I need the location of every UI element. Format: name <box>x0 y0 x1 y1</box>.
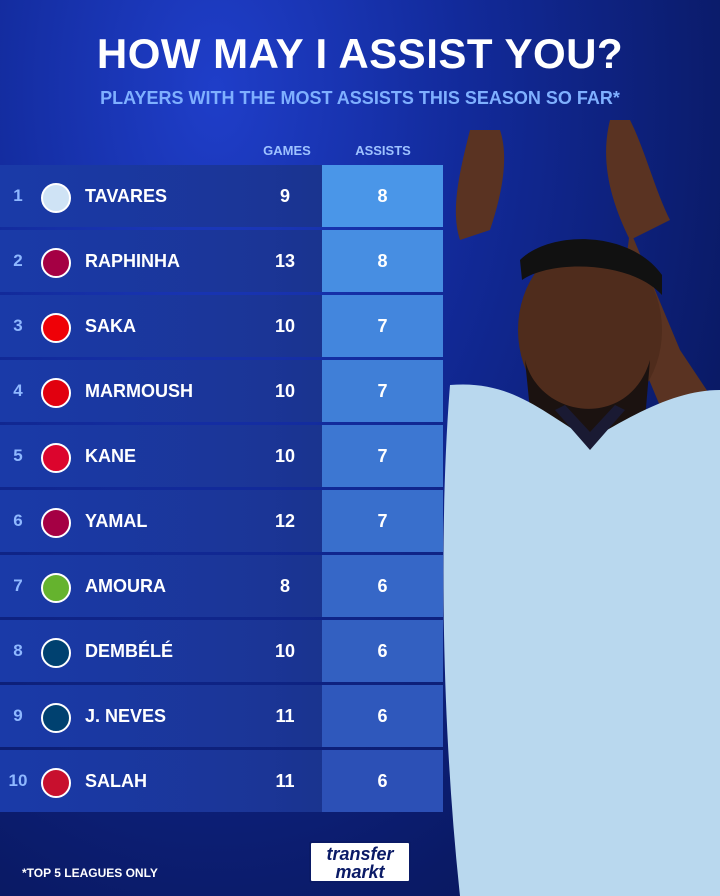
player-name: J. NEVES <box>85 706 167 726</box>
assists: 7 <box>377 381 388 401</box>
table-row: 9 J. NEVES 11 6 <box>0 685 443 747</box>
assists: 6 <box>377 771 388 791</box>
column-header: ASSISTS <box>355 143 411 158</box>
player-name: RAPHINHA <box>85 251 181 271</box>
club-logo <box>41 183 71 213</box>
rank: 9 <box>13 706 23 725</box>
assists-cell <box>322 685 443 747</box>
club-logo <box>41 508 71 538</box>
brand-text: transfer <box>326 844 394 864</box>
subtitle: PLAYERS WITH THE MOST ASSISTS THIS SEASO… <box>100 88 620 108</box>
rank: 6 <box>13 511 23 530</box>
assists-cell <box>322 490 443 552</box>
assists: 7 <box>377 446 388 466</box>
games: 10 <box>274 316 296 336</box>
column-header: GAMES <box>263 143 311 158</box>
brand-text: markt <box>335 862 385 882</box>
brand-logo: transfer markt <box>309 841 411 883</box>
club-logo <box>41 378 71 408</box>
rank: 3 <box>13 316 23 335</box>
table-row: 2 RAPHINHA 13 8 <box>0 230 443 292</box>
player-name: YAMAL <box>85 511 148 531</box>
rank: 1 <box>13 186 23 205</box>
club-logo <box>41 443 71 473</box>
club-logo <box>41 573 71 603</box>
club-logo <box>41 703 71 733</box>
table: 1 TAVARES 9 8 2 RAPHINHA 13 8 3 SAKA 10 7 4 MARMOUSH 1… <box>0 165 443 815</box>
games: 10 <box>274 641 296 661</box>
club-logo <box>41 313 71 343</box>
table-row: 8 DEMBÉLÉ 10 6 <box>0 620 443 682</box>
rank: 2 <box>13 251 23 270</box>
assists: 8 <box>377 251 388 271</box>
player-photo <box>443 120 720 896</box>
rank: 7 <box>13 576 23 595</box>
assists-cell <box>322 425 443 487</box>
games: 11 <box>275 771 295 791</box>
assists: 6 <box>377 576 388 596</box>
assists-cell <box>322 295 443 357</box>
table-row: 1 TAVARES 9 8 <box>0 165 443 227</box>
assists-cell <box>322 555 443 617</box>
table-row: 7 AMOURA 8 6 <box>0 555 443 617</box>
club-logo <box>41 248 71 278</box>
games: 13 <box>274 251 296 271</box>
club-logo <box>41 768 71 798</box>
games: 8 <box>279 576 290 596</box>
player-name: DEMBÉLÉ <box>85 641 174 661</box>
club-logo <box>41 638 71 668</box>
rank: 10 <box>8 771 28 790</box>
assists: 8 <box>377 186 388 206</box>
assists-cell <box>322 750 443 812</box>
assists: 7 <box>377 511 388 531</box>
table-row: 10 SALAH 11 6 <box>0 750 443 812</box>
player-name: SALAH <box>85 771 147 791</box>
assists-cell <box>322 360 443 422</box>
assists-cell <box>322 230 443 292</box>
player-name: KANE <box>85 446 137 466</box>
player-name: AMOURA <box>85 576 166 596</box>
table-row: 4 MARMOUSH 10 7 <box>0 360 443 422</box>
assists-cell <box>322 165 443 227</box>
player-name: SAKA <box>85 316 137 336</box>
games: 9 <box>279 186 290 206</box>
table-row: 3 SAKA 10 7 <box>0 295 443 357</box>
table-row: 5 KANE 10 7 <box>0 425 443 487</box>
games: 12 <box>274 511 296 531</box>
table-row: 6 YAMAL 12 7 <box>0 490 443 552</box>
assists: 7 <box>377 316 388 336</box>
assists: 6 <box>377 641 388 661</box>
player-name: MARMOUSH <box>85 381 193 401</box>
title: HOW MAY I ASSIST YOU? <box>96 30 624 77</box>
footnote: *TOP 5 LEAGUES ONLY <box>22 866 158 880</box>
rank: 5 <box>13 446 23 465</box>
games: 10 <box>274 381 296 401</box>
games: 11 <box>275 706 295 726</box>
games: 10 <box>274 446 296 466</box>
rank: 4 <box>13 381 23 400</box>
assists: 6 <box>377 706 388 726</box>
player-name: TAVARES <box>85 186 168 206</box>
assists-cell <box>322 620 443 682</box>
rank: 8 <box>13 641 23 660</box>
